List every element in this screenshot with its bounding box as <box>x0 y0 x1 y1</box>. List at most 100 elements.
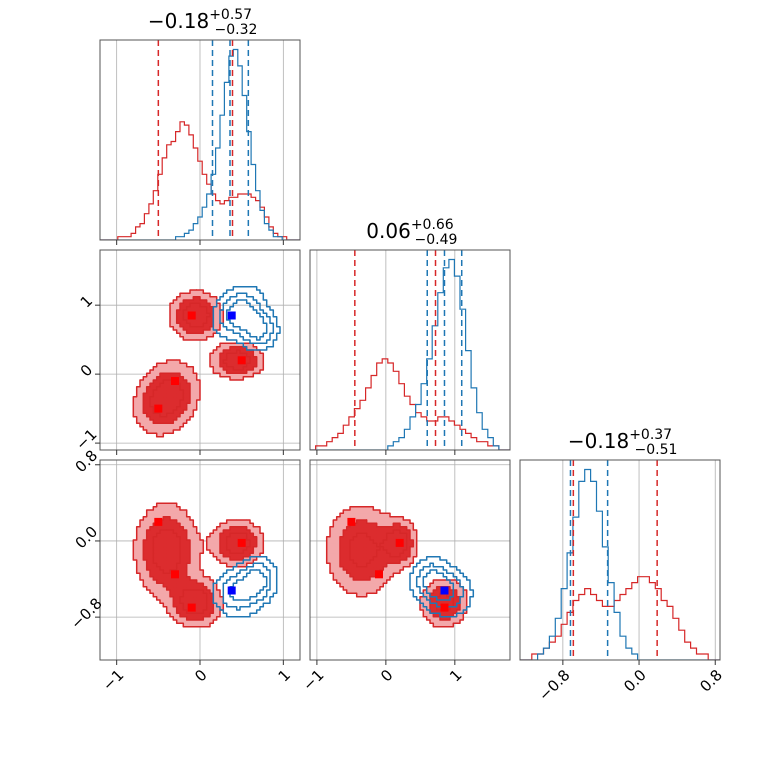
red-cell <box>456 610 461 614</box>
red-cell <box>196 336 201 341</box>
red-cell <box>353 566 358 571</box>
red-cell <box>396 533 401 538</box>
red-cell <box>226 346 231 351</box>
red-cell <box>353 510 358 514</box>
red-cell <box>176 403 181 408</box>
red-cell <box>383 550 388 554</box>
red-cell <box>176 423 181 428</box>
red-cell <box>360 543 364 548</box>
red-cell <box>163 586 168 591</box>
red-cell <box>186 336 191 341</box>
red-cell <box>186 546 191 551</box>
red-cell <box>146 546 151 551</box>
red-cell <box>146 583 151 588</box>
red-cell <box>186 370 191 374</box>
red-cell <box>150 426 154 431</box>
red-cell <box>256 553 261 558</box>
red-cell <box>160 600 164 604</box>
red-cell <box>210 590 214 594</box>
red-cell <box>240 373 244 378</box>
red-cell <box>146 586 151 591</box>
red-cell <box>176 566 181 571</box>
red-cell <box>170 396 174 401</box>
red-cell <box>156 563 161 568</box>
red-cell <box>210 613 214 618</box>
red-cell <box>446 616 451 621</box>
red-cell <box>170 373 174 378</box>
red-cell <box>443 620 448 624</box>
red-cell <box>230 373 234 378</box>
red-cell <box>346 540 351 544</box>
red-cell <box>190 300 194 304</box>
red-cell <box>133 406 138 411</box>
red-cell <box>203 600 208 604</box>
red-cell <box>350 550 354 554</box>
red-cell <box>136 386 141 391</box>
red-cell <box>140 406 144 411</box>
red-cell <box>410 546 414 551</box>
red-cell <box>190 373 194 378</box>
red-cell <box>390 536 394 541</box>
red-cell <box>353 576 358 581</box>
red-cell <box>153 366 158 371</box>
red-cell <box>206 576 211 581</box>
red-cell <box>246 366 251 371</box>
red-cell <box>166 506 171 511</box>
red-cell <box>370 580 374 584</box>
red-cell <box>380 553 384 558</box>
red-cell <box>450 580 454 584</box>
red-cell <box>156 380 161 384</box>
red-histogram-0 <box>100 121 300 240</box>
red-cell <box>446 586 451 591</box>
red-cell <box>350 536 354 541</box>
red-cell <box>330 550 334 554</box>
red-cell <box>433 590 438 594</box>
red-cell <box>146 553 151 558</box>
red-cell <box>426 596 431 601</box>
red-cell <box>206 600 211 604</box>
red-cell <box>396 563 401 568</box>
red-cell <box>143 516 148 521</box>
red-cell <box>163 560 168 564</box>
red-cell <box>140 396 144 401</box>
red-cell <box>256 360 261 364</box>
red-cell <box>253 530 258 534</box>
red-cell <box>170 560 174 564</box>
red-cell <box>150 546 154 551</box>
red-cell <box>140 556 144 561</box>
red-cell <box>180 313 184 318</box>
red-cell <box>443 583 448 588</box>
red-cell <box>176 406 181 411</box>
red-cell <box>173 533 178 538</box>
red-cell <box>180 593 184 598</box>
red-cell <box>456 606 461 611</box>
red-cell <box>163 506 168 511</box>
red-cell <box>216 303 221 308</box>
red-cell <box>370 566 374 571</box>
red-cell <box>393 546 398 551</box>
red-cell <box>456 613 461 618</box>
red-cell <box>396 523 401 528</box>
red-cell <box>196 316 201 321</box>
red-cell <box>373 553 378 558</box>
panel-frame-1-1 <box>309 249 511 451</box>
red-cell <box>183 416 188 421</box>
red-cell <box>350 546 354 551</box>
red-cell <box>213 350 218 354</box>
red-cell <box>196 620 201 624</box>
red-cell <box>236 523 241 528</box>
red-cell <box>180 520 184 524</box>
red-cell <box>360 516 364 521</box>
red-cell <box>373 510 378 514</box>
red-marker-1-0-3 <box>237 356 246 365</box>
red-cell <box>376 526 381 531</box>
red-cell <box>393 553 398 558</box>
red-cell <box>156 433 161 438</box>
red-cell <box>193 380 198 384</box>
red-cell <box>160 510 164 514</box>
red-cell <box>166 390 171 394</box>
red-cell <box>193 563 198 568</box>
blue-histogram-2 <box>520 468 720 660</box>
red-cell <box>440 580 444 584</box>
red-cell <box>360 546 364 551</box>
